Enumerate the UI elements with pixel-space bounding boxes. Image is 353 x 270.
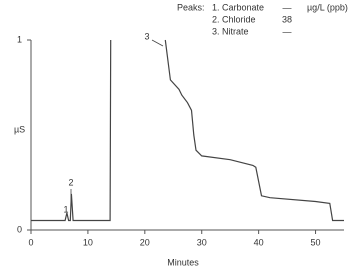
trace-line [31,39,344,222]
peaks-title: Peaks: [177,2,205,12]
x-tick-label: 20 [140,237,150,247]
x-tick-label: 0 [28,237,33,247]
y-tick-label: 0 [17,224,22,234]
y-axis-label: µS [14,124,25,134]
annotation-leader [151,39,164,47]
x-tick-label: 10 [83,237,93,247]
peak-value: — [283,2,292,12]
peak-name: 1. Carbonate [212,2,264,12]
peak-name: 3. Nitrate [212,26,249,36]
peak-name: 2. Chloride [212,14,256,24]
x-tick-label: 40 [254,237,264,247]
y-tick-label: 1 [17,34,22,44]
x-tick-label: 30 [197,237,207,247]
x-tick-label: 50 [311,237,321,247]
peak-value: — [283,26,292,36]
x-axis-label: Minutes [167,257,199,267]
peak-label: 2 [68,177,73,187]
peak-label: 3 [144,31,149,41]
peaks-unit: µg/L (ppb) [307,2,348,12]
peak-value: 38 [282,14,292,24]
peak-label: 1 [63,204,68,214]
